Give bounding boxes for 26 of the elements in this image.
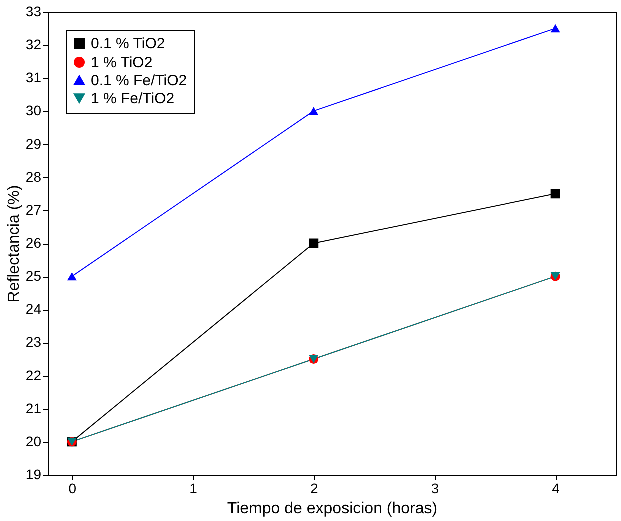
y-tick-label: 30 [26,102,42,119]
y-tick-label: 27 [26,202,42,218]
y-tick-label: 26 [26,235,42,251]
x-tick-label: 3 [431,480,440,496]
x-tick-label: 0 [68,480,77,496]
y-tick-label: 21 [26,400,42,416]
legend-label: 0.1 % TiO2 [91,36,166,52]
y-tick-label: 24 [26,301,42,318]
legend-label: 1 % TiO2 [91,54,153,72]
y-tick-label: 20 [26,433,42,450]
y-tick-label: 32 [26,36,42,53]
legend-label: 1 % Fe/TiO2 [91,90,175,108]
y-tick-label: 33 [26,4,42,20]
y-tick-label: 25 [26,268,42,284]
x-tick-label: 2 [310,480,318,496]
y-tick-label: 28 [26,168,42,185]
x-tick-label: 1 [190,480,198,496]
y-axis-title: Reflectancia (%) [6,185,23,303]
legend-label: 0.1 % Fe/TiO2 [91,72,188,90]
y-tick-label: 31 [26,70,42,86]
x-axis-title: Tiempo de exposicion (horas) [227,500,438,518]
y-tick-label: 19 [26,466,42,482]
x-tick-label: 4 [552,480,560,496]
y-tick-label: 23 [26,334,42,350]
y-tick-label: 22 [26,367,42,384]
y-tick-label: 29 [26,136,42,152]
